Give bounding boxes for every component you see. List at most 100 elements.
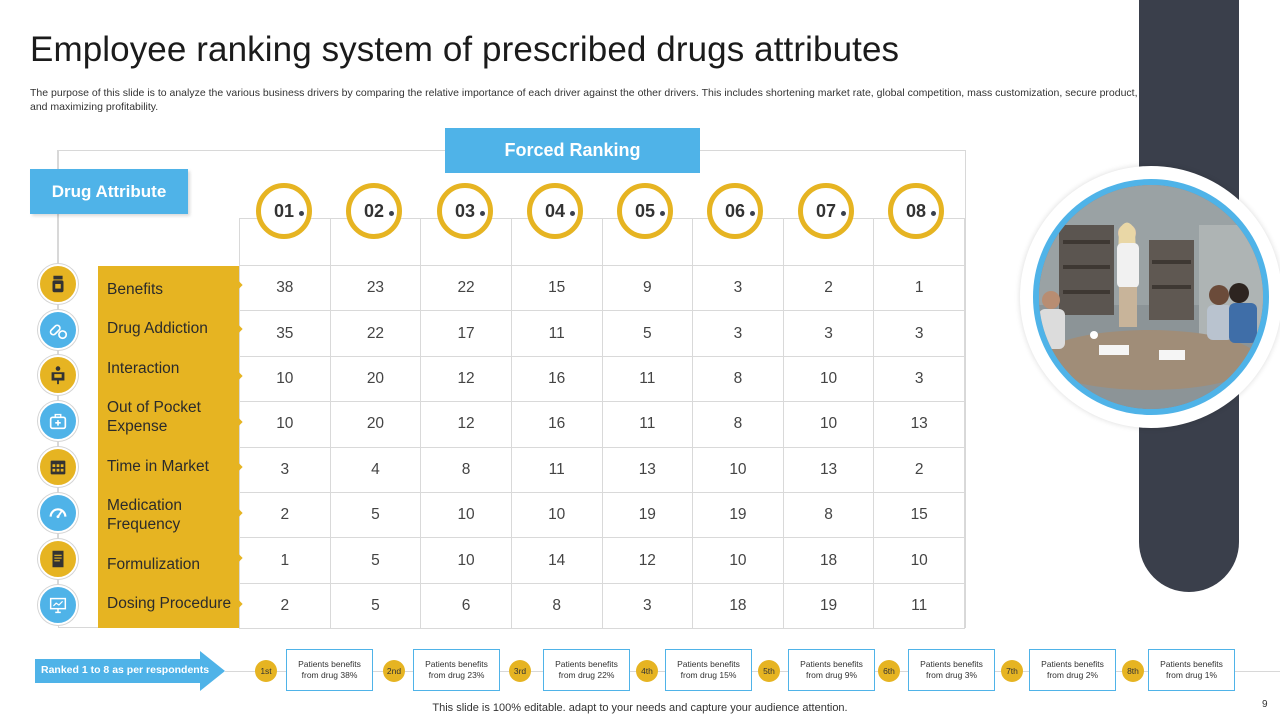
gauge-glyph bbox=[49, 508, 67, 519]
pill-bottle-icon bbox=[38, 264, 78, 304]
rank-badge: 2nd bbox=[383, 660, 405, 682]
table-cell: 10 bbox=[692, 446, 784, 493]
table-cell: 2 bbox=[873, 446, 965, 493]
table-cell: 10 bbox=[782, 401, 875, 448]
rank-badge: 4th bbox=[636, 660, 658, 682]
column-number-text: 07 bbox=[815, 200, 837, 221]
table-cell: 15 bbox=[510, 264, 603, 312]
table-cell: 8 bbox=[782, 491, 875, 539]
table-cell: 10 bbox=[692, 537, 784, 584]
table-cell: 11 bbox=[601, 401, 694, 448]
rank-badge: 5th bbox=[758, 660, 780, 682]
table-row: 2 5 10 10 19 19 8 15 bbox=[239, 491, 965, 539]
rank-badge: 6th bbox=[878, 660, 900, 682]
table-cell: 11 bbox=[510, 446, 603, 493]
table-cell: 2 bbox=[239, 491, 331, 539]
table-cell: 16 bbox=[510, 401, 603, 448]
dot-icon bbox=[931, 211, 936, 216]
page-title: Employee ranking system of prescribed dr… bbox=[30, 30, 900, 69]
column-number-text: 03 bbox=[454, 200, 476, 221]
column-number-01: 01 bbox=[256, 183, 312, 239]
column-number-02: 02 bbox=[346, 183, 402, 239]
arrow-shape-icon bbox=[35, 651, 225, 691]
table-cell: 10 bbox=[510, 491, 603, 539]
capsules-icon bbox=[38, 310, 78, 350]
table-cell: 12 bbox=[420, 401, 512, 448]
table-cell: 10 bbox=[420, 537, 512, 584]
page-number: 9 bbox=[1262, 699, 1268, 710]
table-cell: 10 bbox=[873, 537, 965, 584]
table-cell: 5 bbox=[329, 582, 422, 630]
table-cell: 11 bbox=[873, 582, 965, 630]
document-glyph bbox=[52, 550, 64, 568]
ranking-table: 38 23 22 15 9 3 2 1 35 22 17 11 5 3 3 3 10 20 12 16 11 8 10 3… bbox=[239, 218, 965, 630]
table-cell: 5 bbox=[329, 491, 422, 539]
dot-icon bbox=[750, 211, 755, 216]
table-cell: 3 bbox=[873, 310, 965, 357]
column-number-text: 01 bbox=[273, 200, 295, 221]
table-cell: 35 bbox=[239, 310, 331, 357]
attribute-label-interaction: Interaction bbox=[107, 360, 180, 377]
table-cell: 18 bbox=[692, 582, 784, 630]
table-cell: 19 bbox=[601, 491, 694, 539]
capsules-glyph bbox=[49, 324, 68, 340]
column-number-text: 08 bbox=[905, 200, 927, 221]
table-cell: 2 bbox=[782, 264, 875, 312]
column-number-08: 08 bbox=[888, 183, 944, 239]
table-cell: 8 bbox=[692, 401, 784, 448]
dot-icon bbox=[660, 211, 665, 216]
table-cell: 1 bbox=[239, 537, 331, 584]
meeting-illustration bbox=[1039, 185, 1263, 409]
rank-box: Patients benefits from drug 23% bbox=[413, 649, 500, 691]
pill-bottle-glyph bbox=[52, 275, 64, 293]
rank-box: Patients benefits from drug 9% bbox=[788, 649, 875, 691]
table-cell: 20 bbox=[329, 355, 422, 403]
table-row: 10 20 12 16 11 8 10 13 bbox=[239, 401, 965, 448]
table-cell: 8 bbox=[420, 446, 512, 493]
table-cell: 10 bbox=[239, 401, 331, 448]
medical-bag-glyph bbox=[49, 413, 67, 430]
ranked-arrow-label: Ranked 1 to 8 as per respondents bbox=[41, 664, 210, 676]
table-cell: 8 bbox=[692, 355, 784, 403]
page-subtitle: The purpose of this slide is to analyze … bbox=[30, 87, 1138, 113]
table-row: 10 20 12 16 11 8 10 3 bbox=[239, 355, 965, 403]
table-cell: 1 bbox=[873, 264, 965, 312]
column-number-text: 04 bbox=[544, 200, 566, 221]
table-header-spacer-row bbox=[239, 218, 965, 266]
table-cell: 12 bbox=[420, 355, 512, 403]
table-cell: 19 bbox=[692, 491, 784, 539]
table-row: 35 22 17 11 5 3 3 3 bbox=[239, 310, 965, 357]
dot-icon bbox=[389, 211, 394, 216]
attribute-label-dosing-procedure: Dosing Procedure bbox=[107, 595, 232, 612]
table-cell: 5 bbox=[329, 537, 422, 584]
column-number-text: 06 bbox=[724, 200, 746, 221]
column-number-text: 05 bbox=[634, 200, 656, 221]
column-number-05: 05 bbox=[617, 183, 673, 239]
attribute-label-out-of-pocket: Out of Pocket Expense bbox=[107, 399, 201, 435]
calendar-icon bbox=[38, 447, 78, 487]
table-cell: 12 bbox=[601, 537, 694, 584]
table-cell: 17 bbox=[420, 310, 512, 357]
chart-board-icon bbox=[38, 585, 78, 625]
table-cell: 2 bbox=[239, 582, 331, 630]
table-cell: 13 bbox=[601, 446, 694, 493]
drug-attribute-header: Drug Attribute bbox=[30, 169, 188, 214]
table-cell: 3 bbox=[239, 446, 331, 493]
rank-badge: 3rd bbox=[509, 660, 531, 682]
rank-box: Patients benefits from drug 3% bbox=[908, 649, 995, 691]
calendar-glyph bbox=[50, 460, 66, 475]
attribute-label-benefits: Benefits bbox=[107, 281, 164, 298]
column-number-03: 03 bbox=[437, 183, 493, 239]
attribute-label-drug-addiction: Drug Addiction bbox=[107, 320, 208, 337]
table-cell: 6 bbox=[420, 582, 512, 630]
table-row: 1 5 10 14 12 10 18 10 bbox=[239, 537, 965, 584]
attribute-label-formulization: Formulization bbox=[107, 556, 201, 573]
footer-note: This slide is 100% editable. adapt to yo… bbox=[432, 702, 848, 714]
column-number-text: 02 bbox=[363, 200, 385, 221]
presentation-glyph bbox=[51, 366, 65, 385]
rank-box: Patients benefits from drug 2% bbox=[1029, 649, 1116, 691]
rank-box: Patients benefits from drug 38% bbox=[286, 649, 373, 691]
rank-badge: 7th bbox=[1001, 660, 1023, 682]
table-cell: 4 bbox=[329, 446, 422, 493]
forced-ranking-header: Forced Ranking bbox=[445, 128, 700, 173]
